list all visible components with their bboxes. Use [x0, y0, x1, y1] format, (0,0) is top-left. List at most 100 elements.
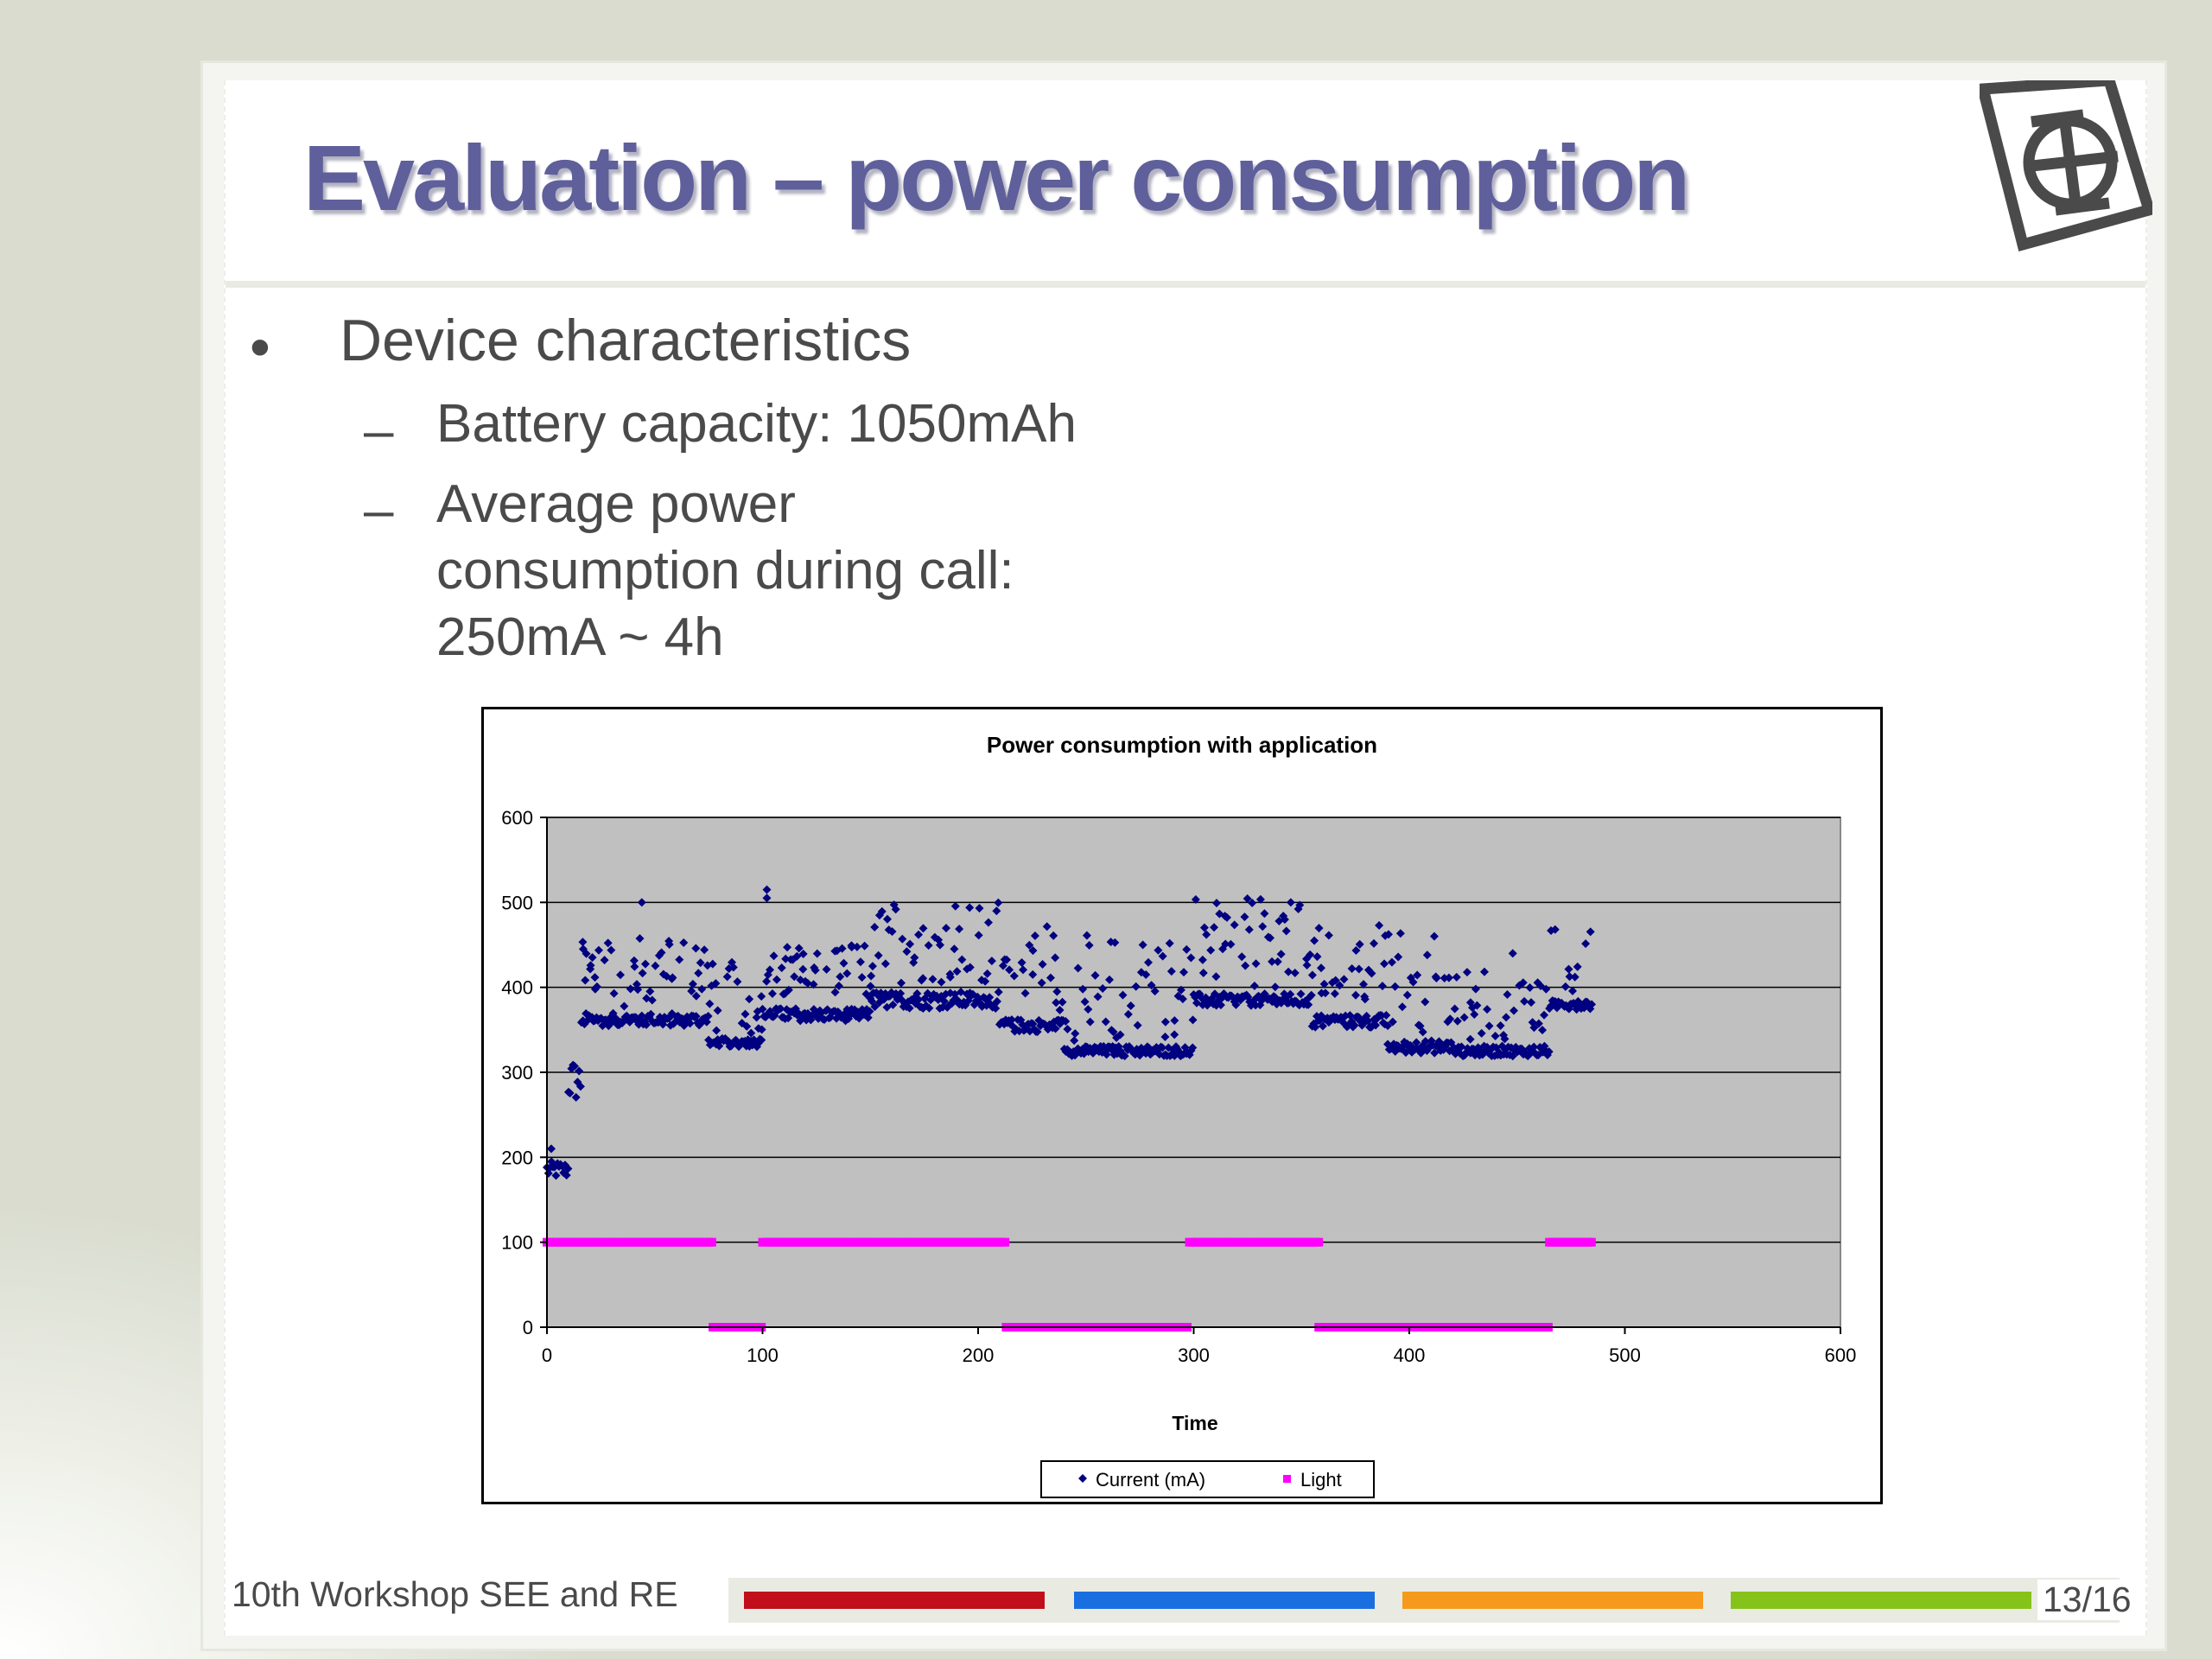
current-point [1311, 1022, 1320, 1032]
current-point [1241, 961, 1250, 970]
current-point [961, 1001, 970, 1010]
current-point [1158, 951, 1167, 961]
current-point [1211, 972, 1221, 982]
current-point [575, 1066, 584, 1076]
chart-title: Power consumption with application [987, 732, 1377, 758]
current-point [1138, 940, 1147, 950]
current-point [571, 1092, 581, 1102]
current-point [1182, 944, 1192, 954]
current-point [762, 893, 772, 903]
current-point [1527, 998, 1536, 1007]
current-point [1316, 963, 1325, 973]
current-point [1120, 1052, 1129, 1061]
current-point [1079, 1049, 1089, 1058]
current-point [1133, 1020, 1142, 1030]
current-point [847, 943, 856, 952]
current-point [582, 949, 591, 958]
subbullet-average-power-line2: consumption during call: [436, 541, 1014, 601]
current-point [1397, 1002, 1407, 1012]
chart-tick-labels: 0 100 200 300 400 500 600 0 100 200 300 400 500 600 [501, 807, 1856, 1366]
current-point [1363, 1016, 1373, 1026]
current-point [647, 995, 657, 1005]
current-point [1313, 952, 1322, 962]
current-point [1049, 931, 1058, 940]
legend-light-label: Light [1300, 1469, 1342, 1491]
current-point [582, 1015, 592, 1025]
current-point [794, 1008, 804, 1018]
current-point [1281, 926, 1291, 936]
x-tick-label-600: 600 [1825, 1344, 1857, 1366]
current-point [1073, 963, 1083, 973]
current-point [1491, 1032, 1500, 1041]
current-point [1380, 959, 1389, 969]
current-point [1019, 965, 1028, 975]
current-point [1432, 974, 1441, 983]
current-point [741, 1037, 750, 1046]
current-point [762, 976, 772, 986]
current-point [914, 930, 924, 939]
current-point [769, 951, 779, 961]
current-point [1324, 931, 1333, 940]
current-point [1455, 1049, 1465, 1058]
current-point [1180, 1043, 1190, 1052]
current-point [1284, 998, 1294, 1007]
current-point [991, 1003, 1001, 1013]
current-point [635, 934, 645, 944]
current-point [1109, 1027, 1118, 1037]
current-point [1123, 1045, 1133, 1054]
subbullet-marker: – [364, 401, 394, 461]
current-point [1226, 939, 1236, 949]
current-point [1195, 989, 1205, 999]
footer-stripe-red [744, 1592, 1045, 1609]
current-point [877, 906, 887, 916]
current-point [1051, 1024, 1060, 1033]
current-point [809, 980, 818, 989]
current-point [839, 1010, 849, 1020]
current-point [1209, 1000, 1218, 1009]
current-point [857, 973, 867, 982]
slide-title: Evaluation – power consumption [303, 125, 1690, 230]
current-point [1203, 1001, 1212, 1010]
current-point [600, 956, 609, 965]
current-point [1310, 936, 1319, 945]
current-point [1077, 1045, 1087, 1054]
current-point [1025, 940, 1034, 950]
current-point [1359, 980, 1369, 989]
current-point [1529, 1042, 1539, 1052]
current-point [1191, 993, 1200, 1002]
current-point [1144, 957, 1154, 967]
current-point [702, 1017, 711, 1027]
current-point [1587, 1000, 1597, 1009]
current-point [1286, 989, 1295, 999]
current-point [1347, 1017, 1357, 1027]
current-point [1248, 899, 1257, 908]
current-point [766, 965, 775, 975]
current-point [794, 944, 804, 953]
current-point [1511, 1042, 1521, 1052]
current-point [1586, 927, 1595, 937]
current-point [1406, 1040, 1415, 1050]
current-point [914, 995, 924, 1004]
current-point [620, 1001, 629, 1011]
current-point [1114, 1042, 1123, 1052]
institute-logo-icon [1980, 80, 2152, 252]
current-point [1295, 900, 1305, 910]
current-point [575, 1082, 585, 1091]
current-point [1118, 990, 1128, 1000]
current-point [1084, 940, 1094, 950]
current-point [866, 982, 875, 991]
current-point [1210, 923, 1219, 932]
current-point [1265, 933, 1274, 943]
current-point [1221, 939, 1230, 949]
current-point [1260, 909, 1269, 918]
current-point [679, 1021, 689, 1031]
current-point [1477, 1028, 1486, 1038]
current-point [685, 1019, 695, 1028]
current-point [1408, 977, 1418, 987]
current-point [868, 962, 877, 971]
current-point [563, 1164, 573, 1173]
current-point [1421, 1037, 1430, 1046]
current-point [1144, 1043, 1154, 1052]
current-point [810, 965, 820, 975]
subbullet-average-power-line1: Average power [436, 474, 796, 534]
